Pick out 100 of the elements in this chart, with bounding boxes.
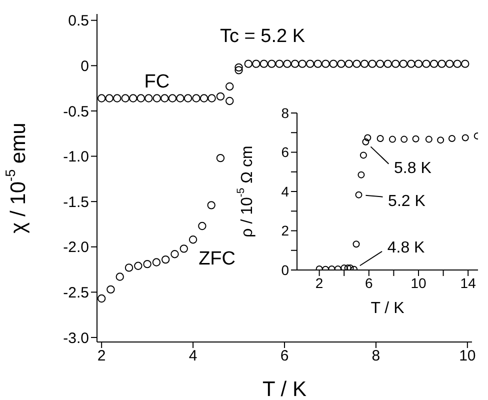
point (188, 236, 198, 244)
x-tick-label: 6 (365, 274, 374, 291)
point (129, 94, 138, 102)
point (216, 92, 225, 101)
point (134, 262, 142, 270)
point (106, 285, 115, 294)
point (244, 60, 252, 68)
point (298, 60, 306, 68)
point (275, 60, 284, 68)
point (143, 260, 152, 268)
point (376, 135, 384, 142)
series-label: ZFC (198, 248, 236, 270)
point (329, 60, 338, 68)
point (400, 136, 408, 143)
point (180, 244, 188, 253)
point (430, 60, 438, 68)
point (116, 272, 124, 281)
point (340, 264, 348, 270)
series-label: FC (144, 70, 170, 92)
point (352, 60, 361, 68)
x-axis-title: T / K (370, 300, 405, 317)
point (388, 136, 396, 143)
point (113, 94, 122, 102)
point (192, 94, 200, 102)
point (200, 94, 208, 102)
point (234, 66, 243, 74)
point (437, 136, 444, 144)
x-axis-title: T / K (262, 378, 306, 400)
point (414, 60, 423, 68)
y-tick-label: 2 (281, 222, 290, 239)
y-tick-label: 6 (281, 144, 290, 160)
x-tick-label: 14 (460, 274, 476, 291)
y-tick-label: -0.5 (63, 103, 89, 120)
point (260, 60, 268, 68)
point (322, 60, 330, 68)
annotation: 4.8 K (387, 238, 426, 256)
annotation: 5.8 K (394, 159, 432, 176)
y-tick-label: 0 (281, 262, 290, 278)
x-tick-label: 4 (188, 348, 198, 365)
point (160, 94, 169, 102)
point (352, 240, 360, 248)
point (399, 60, 408, 68)
point (360, 152, 367, 159)
point (121, 94, 130, 102)
point (252, 60, 260, 68)
point (170, 250, 179, 258)
annotation: 5.2 K (388, 192, 426, 210)
point (462, 134, 469, 142)
point (453, 60, 462, 68)
y-tick-label: 4 (281, 183, 290, 200)
y-tick-label: -2.0 (63, 239, 89, 256)
point (358, 171, 365, 178)
y-tick-label: -1.0 (63, 148, 89, 166)
point (344, 264, 352, 270)
point (384, 60, 392, 68)
point (337, 60, 346, 68)
point (314, 60, 322, 68)
point (105, 94, 114, 102)
point (290, 60, 300, 68)
point (360, 60, 369, 68)
point (362, 138, 370, 146)
y-tick-label: 0 (80, 58, 89, 75)
point (198, 222, 206, 230)
point (152, 258, 161, 266)
y-tick-label: 0.5 (68, 12, 89, 30)
point (407, 60, 416, 68)
point (412, 135, 420, 142)
y-tick-label: -2.5 (63, 284, 89, 302)
annotation: Tc = 5.2 K (220, 26, 306, 48)
point (438, 60, 446, 68)
y-tick-label: -1.5 (63, 194, 89, 211)
point (283, 60, 292, 68)
x-tick-label: 10 (410, 274, 426, 291)
point (376, 60, 384, 68)
point (364, 134, 372, 142)
point (268, 60, 276, 68)
point (184, 94, 192, 102)
point (124, 264, 134, 272)
point (448, 135, 456, 142)
point (226, 82, 234, 91)
point (392, 60, 400, 68)
x-tick-label: 8 (372, 348, 380, 365)
point (461, 60, 470, 68)
point (346, 264, 354, 270)
point (306, 60, 314, 68)
point (422, 60, 430, 68)
y-tick-label: 8 (281, 104, 290, 121)
point (136, 94, 145, 102)
y-tick-label: -3.0 (63, 330, 89, 347)
point (162, 255, 170, 264)
point (176, 94, 184, 102)
point (425, 136, 432, 143)
point (368, 60, 376, 68)
point (216, 154, 225, 162)
point (344, 60, 354, 68)
point (168, 94, 177, 102)
point (207, 201, 216, 210)
point (97, 294, 106, 303)
point (144, 94, 153, 102)
point (355, 191, 362, 198)
